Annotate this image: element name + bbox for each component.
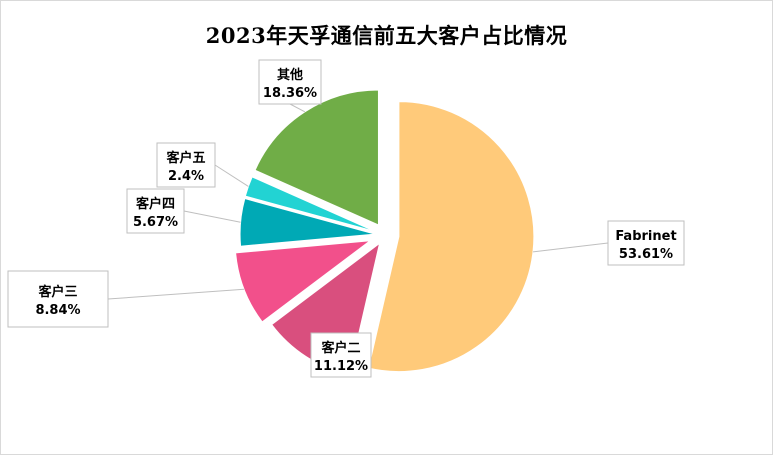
leader-line-fabrinet: [532, 242, 609, 253]
pie-slice-others: [254, 89, 379, 226]
label-category: 客户五: [166, 150, 205, 166]
label-value: 18.36%: [263, 86, 317, 101]
label-category: 客户三: [38, 284, 77, 300]
leader-line-customer-3: [107, 288, 245, 300]
label-value: 8.84%: [35, 303, 80, 318]
leader-line-customer-4: [183, 210, 241, 223]
label-box: [310, 332, 372, 378]
data-label-customer-3: 客户三 8.84%: [7, 270, 109, 328]
label-box: [258, 59, 322, 105]
label-box: [156, 142, 216, 188]
label-box: [607, 220, 685, 266]
pie-slice-fabrinet: [367, 101, 535, 373]
label-box: [7, 270, 109, 328]
pie-slice-customer-4: [239, 197, 376, 247]
label-category: 其他: [277, 67, 303, 83]
data-label-fabrinet: Fabrinet 53.61%: [607, 220, 685, 266]
data-label-customer-5: 客户五 2.4%: [156, 142, 216, 188]
data-label-customer-2: 客户二 11.12%: [310, 332, 372, 378]
data-label-customer-4: 客户四 5.67%: [126, 188, 185, 234]
label-category: 客户二: [321, 340, 360, 356]
label-value: 11.12%: [314, 359, 368, 374]
label-category: 客户四: [136, 196, 175, 212]
leader-line-others: [289, 103, 306, 113]
chart-title: 2023年天孚通信前五大客户占比情况: [205, 23, 568, 48]
label-box: [126, 188, 185, 234]
label-value: 2.4%: [168, 169, 204, 184]
label-category: Fabrinet: [615, 229, 676, 244]
label-value: 53.61%: [619, 247, 673, 262]
label-value: 5.67%: [133, 215, 178, 230]
data-label-others: 其他 18.36%: [258, 59, 322, 105]
leader-line-customer-5: [214, 164, 249, 187]
